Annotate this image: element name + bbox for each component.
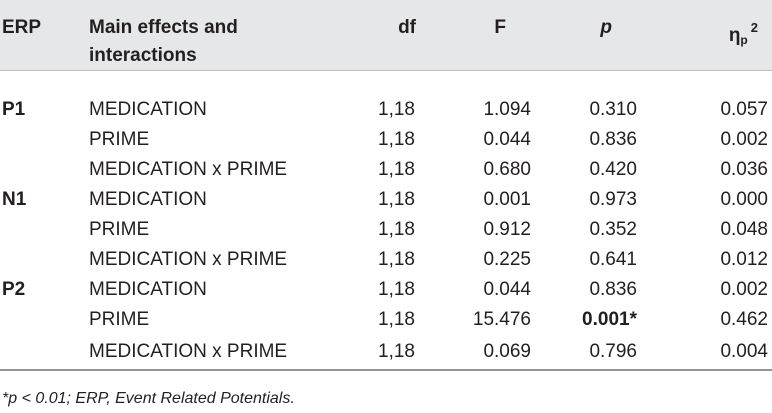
header-main-effects-line2: interactions	[89, 45, 197, 66]
cell-df: 1,18	[378, 309, 415, 330]
cell-erp	[0, 215, 85, 245]
cell-f: 0.069	[452, 335, 556, 371]
cell-eta-squared: 0.012	[720, 249, 768, 270]
cell-df: 1,18	[340, 335, 452, 371]
table-row: N1 MEDICATION 1,18 0.001 0.973 0.000	[0, 185, 772, 215]
table-row: PRIME 1,18 0.912 0.352 0.048	[0, 215, 772, 245]
cell-df: 1,18	[378, 189, 415, 210]
cell-df: 1,18	[378, 99, 415, 120]
cell-df: 1,18	[378, 249, 415, 270]
cell-p: 0.641	[589, 249, 637, 270]
header-erp: ERP	[0, 0, 85, 71]
cell-erp: P1	[2, 99, 26, 120]
cell-effect: MEDICATION x PRIME	[89, 249, 288, 270]
cell-df: 1,18	[378, 279, 415, 300]
cell-p: 0.796	[556, 335, 664, 371]
cell-f: 15.476	[472, 309, 531, 330]
table-body: P1 MEDICATION 1,18 1.094 0.310 0.057 PRIME 1,18…	[0, 71, 772, 371]
cell-effect: MEDICATION	[89, 99, 207, 120]
cell-df: 1,18	[378, 219, 415, 240]
cell-effect: PRIME	[89, 129, 150, 150]
header-p: p	[556, 0, 664, 71]
header-eta-squared: ηp2	[664, 0, 772, 71]
cell-eta-squared: 0.462	[720, 309, 768, 330]
header-main-effects: Main effects and interactions	[85, 0, 340, 71]
cell-df: 1,18	[378, 159, 415, 180]
footnote-asterisk: *	[2, 390, 9, 407]
cell-p: 0.836	[589, 129, 637, 150]
footnote-text: < 0.01; ERP, Event Related Potentials.	[17, 390, 295, 407]
spacer-row	[0, 71, 772, 96]
cell-f: 0.044	[483, 129, 531, 150]
cell-erp	[0, 125, 85, 155]
eta-superscript: 2	[750, 20, 758, 35]
eta-symbol: ηp2	[728, 20, 758, 47]
table-row: MEDICATION x PRIME 1,18 0.680 0.420 0.036	[0, 155, 772, 185]
cell-f: 0.001	[483, 189, 531, 210]
header-main-effects-line1: Main effects and	[89, 17, 238, 38]
cell-effect: MEDICATION x PRIME	[89, 159, 288, 180]
cell-f: 0.225	[483, 249, 531, 270]
cell-df: 1,18	[378, 129, 415, 150]
cell-effect: MEDICATION x PRIME	[85, 335, 340, 371]
cell-erp: P2	[2, 279, 26, 300]
cell-p: 0.352	[589, 219, 637, 240]
cell-erp	[0, 305, 85, 335]
cell-p: 0.973	[589, 189, 637, 210]
table-row: P2 MEDICATION 1,18 0.044 0.836 0.002	[0, 275, 772, 305]
footnote-p: p	[8, 390, 18, 407]
eta-base: η	[728, 25, 741, 46]
cell-eta-squared: 0.036	[720, 159, 768, 180]
header-f: F	[452, 0, 556, 71]
results-table: ERP Main effects and interactions df F p…	[0, 0, 772, 371]
cell-eta-squared: 0.002	[720, 279, 768, 300]
cell-f: 0.680	[483, 159, 531, 180]
table-footnote: *p < 0.01; ERP, Event Related Potentials…	[2, 390, 295, 408]
cell-effect: MEDICATION	[89, 279, 207, 300]
cell-eta-squared: 0.004	[664, 335, 772, 371]
cell-eta-squared: 0.057	[720, 99, 768, 120]
cell-p: 0.001*	[582, 309, 637, 330]
table-row: P1 MEDICATION 1,18 1.094 0.310 0.057	[0, 95, 772, 125]
cell-eta-squared: 0.002	[720, 129, 768, 150]
cell-eta-squared: 0.048	[720, 219, 768, 240]
spacer-cell	[0, 71, 772, 96]
cell-erp	[0, 335, 85, 371]
cell-effect: MEDICATION	[89, 189, 207, 210]
cell-p: 0.420	[589, 159, 637, 180]
cell-effect: PRIME	[89, 219, 150, 240]
cell-f: 1.094	[483, 99, 531, 120]
header-df: df	[340, 0, 452, 71]
table-row: MEDICATION x PRIME 1,18 0.069 0.796 0.004	[0, 335, 772, 371]
table-row: PRIME 1,18 0.044 0.836 0.002	[0, 125, 772, 155]
cell-erp	[0, 245, 85, 275]
results-table-container: ERP Main effects and interactions df F p…	[0, 0, 772, 371]
table-row: MEDICATION x PRIME 1,18 0.225 0.641 0.012	[0, 245, 772, 275]
header-row: ERP Main effects and interactions df F p…	[0, 0, 772, 71]
cell-eta-squared: 0.000	[720, 189, 768, 210]
cell-p: 0.310	[589, 99, 637, 120]
cell-erp	[0, 155, 85, 185]
cell-f: 0.044	[483, 279, 531, 300]
table-header: ERP Main effects and interactions df F p…	[0, 0, 772, 71]
table-row: PRIME 1,18 15.476 0.001* 0.462	[0, 305, 772, 335]
eta-subscript: p	[740, 33, 748, 47]
cell-erp: N1	[2, 189, 27, 210]
cell-effect: PRIME	[89, 309, 150, 330]
cell-p: 0.836	[589, 279, 637, 300]
cell-f: 0.912	[483, 219, 531, 240]
